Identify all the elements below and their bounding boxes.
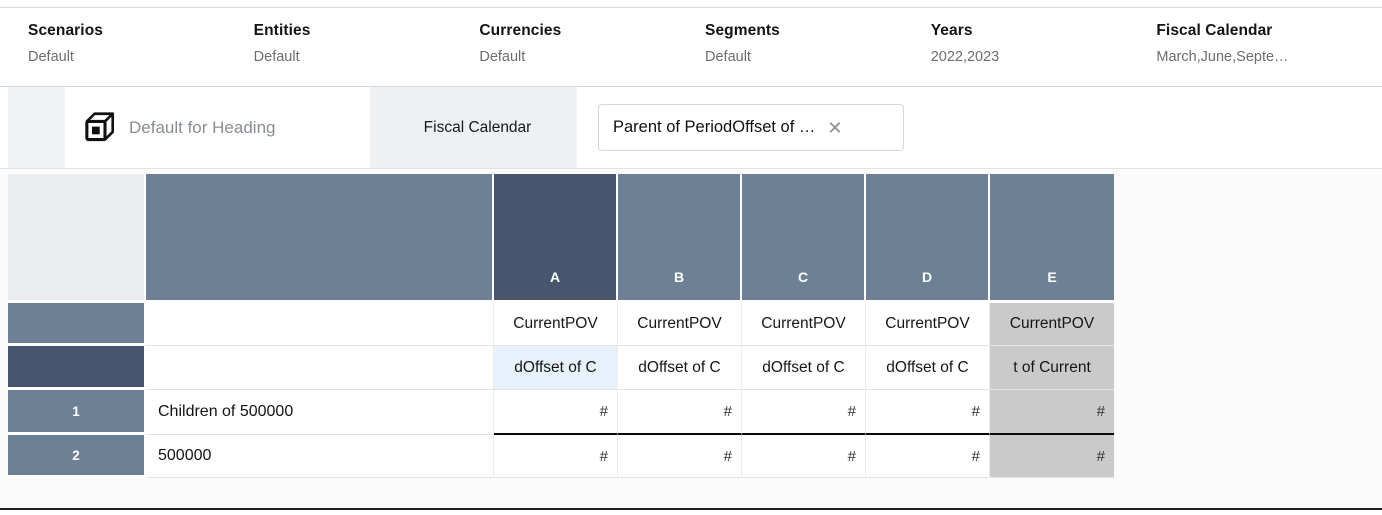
- data-cell-D1[interactable]: #: [866, 390, 990, 435]
- pov-item-segments[interactable]: Segments Default: [705, 22, 931, 86]
- pov-bar: Scenarios Default Entities Default Curre…: [0, 8, 1382, 87]
- pov-item-fiscal-calendar[interactable]: Fiscal Calendar March,June,Septe…: [1156, 22, 1382, 86]
- toolbar-gutter: [8, 87, 65, 168]
- form-grid: A B C D E CurrentPOV CurrentPOV CurrentP…: [8, 174, 1114, 478]
- data-cell-A2[interactable]: #: [494, 435, 618, 478]
- cube-selector-button[interactable]: Default for Heading: [65, 87, 370, 168]
- column-header-B[interactable]: B: [618, 174, 742, 303]
- pov-item-years[interactable]: Years 2022,2023: [931, 22, 1157, 86]
- cube-icon: [83, 111, 116, 144]
- member-selection-chip[interactable]: Parent of PeriodOffset of … ✕: [598, 104, 904, 151]
- pov-item-entities[interactable]: Entities Default: [254, 22, 480, 86]
- pov-value: Default: [253, 49, 300, 65]
- pov-item-scenarios[interactable]: Scenarios Default: [28, 22, 254, 86]
- pov-label: Segments: [705, 22, 780, 39]
- data-cell-B2[interactable]: #: [618, 435, 742, 478]
- pov-item-currencies[interactable]: Currencies Default: [479, 22, 705, 86]
- pov-label: Scenarios: [28, 22, 103, 39]
- close-icon[interactable]: ✕: [827, 117, 843, 138]
- cube-label: Default for Heading: [129, 117, 276, 137]
- pov-value: 2022,2023: [930, 49, 1000, 65]
- pov-label: Fiscal Calendar: [1156, 22, 1273, 39]
- pov-value: March,June,Septe…: [1156, 49, 1289, 65]
- tab-fiscal-calendar[interactable]: Fiscal Calendar: [378, 87, 577, 168]
- pov-row-1-header[interactable]: [8, 303, 146, 346]
- column-header-A[interactable]: A: [494, 174, 618, 303]
- pov-cell-A2[interactable]: dOffset of C: [494, 346, 618, 390]
- row-header-2[interactable]: 2: [8, 435, 146, 478]
- data-cell-D2[interactable]: #: [866, 435, 990, 478]
- empty-canvas: [8, 478, 1382, 508]
- pov-cell-B1[interactable]: CurrentPOV: [618, 303, 742, 346]
- grid-corner-cell[interactable]: [8, 174, 146, 303]
- window-bottom-edge: [0, 508, 1382, 510]
- dimension-toolbar: Default for Heading Fiscal Calendar Pare…: [0, 87, 1382, 169]
- column-header-E[interactable]: E: [990, 174, 1114, 303]
- window-top-edge: [0, 0, 1382, 8]
- row-header-1[interactable]: 1: [8, 390, 146, 435]
- data-cell-E2[interactable]: #: [990, 435, 1114, 478]
- pov-row-2-member-cell[interactable]: [146, 346, 494, 390]
- data-cell-C2[interactable]: #: [742, 435, 866, 478]
- data-cell-B1[interactable]: #: [618, 390, 742, 435]
- pov-value: Default: [705, 49, 751, 65]
- pov-cell-C1[interactable]: CurrentPOV: [742, 303, 866, 346]
- pov-row-2-header[interactable]: [8, 346, 146, 390]
- pov-cell-B2[interactable]: dOffset of C: [618, 346, 742, 390]
- pov-label: Currencies: [479, 22, 562, 39]
- pov-value: Default: [479, 49, 526, 65]
- pov-cell-E1[interactable]: CurrentPOV: [990, 303, 1114, 346]
- data-cell-A1[interactable]: #: [494, 390, 618, 435]
- column-header-C[interactable]: C: [742, 174, 866, 303]
- grid-designer-area: A B C D E CurrentPOV CurrentPOV CurrentP…: [0, 169, 1382, 508]
- pov-cell-E2[interactable]: t of Current: [990, 346, 1114, 390]
- pov-cell-D2[interactable]: dOffset of C: [866, 346, 990, 390]
- data-cell-C1[interactable]: #: [742, 390, 866, 435]
- pov-row-1-member-cell[interactable]: [146, 303, 494, 346]
- pov-cell-D1[interactable]: CurrentPOV: [866, 303, 990, 346]
- row-2-member-cell[interactable]: 500000: [146, 435, 494, 478]
- row-dimension-header-block[interactable]: [146, 174, 494, 303]
- row-1-member-cell[interactable]: Children of 500000: [146, 390, 494, 435]
- pov-cell-A1[interactable]: CurrentPOV: [494, 303, 618, 346]
- member-chip-label: Parent of PeriodOffset of …: [613, 118, 816, 136]
- toolbar-divider: [370, 87, 378, 168]
- column-header-D[interactable]: D: [866, 174, 990, 303]
- pov-label: Entities: [253, 22, 311, 39]
- pov-value: Default: [28, 49, 74, 65]
- data-cell-E1[interactable]: #: [990, 390, 1114, 435]
- member-chip-area: Parent of PeriodOffset of … ✕: [577, 87, 1382, 168]
- pov-cell-C2[interactable]: dOffset of C: [742, 346, 866, 390]
- pov-label: Years: [930, 22, 973, 39]
